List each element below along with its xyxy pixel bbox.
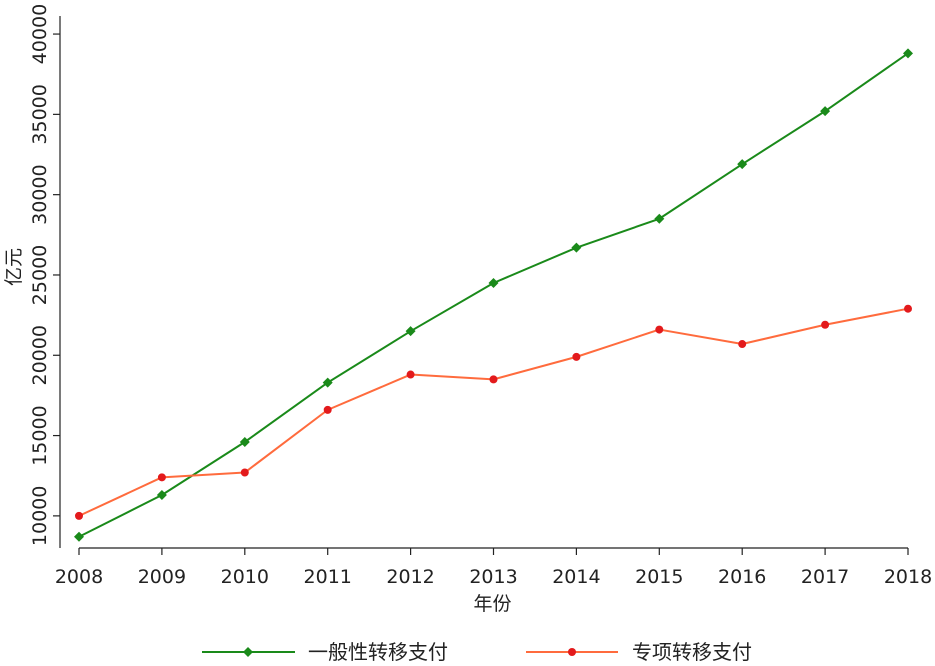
data-point-general-transfer [405, 326, 416, 337]
data-point-general-transfer [322, 377, 333, 388]
y-tick-label: 40000 [29, 4, 51, 64]
data-point-general-transfer [156, 490, 167, 500]
data-point-general-transfer [488, 278, 499, 288]
data-point-general-transfer [903, 48, 913, 59]
data-point-special-transfer [738, 340, 747, 349]
data-point-special-transfer [406, 370, 415, 379]
x-tick-label: 2010 [221, 566, 269, 588]
legend-label-general-transfer: 一般性转移支付 [308, 640, 448, 664]
x-tick-label: 2017 [801, 566, 849, 588]
y-tick-label: 35000 [29, 84, 51, 144]
series-layer [74, 48, 913, 542]
y-ticks: 10000 15000 20000 25000 30000 35000 40000 [29, 4, 60, 546]
data-point-special-transfer [655, 325, 664, 334]
y-tick-label: 25000 [29, 245, 51, 305]
data-point-general-transfer [74, 531, 84, 542]
x-tick-label: 2018 [884, 566, 932, 588]
data-point-general-transfer [820, 106, 831, 117]
x-tick-label: 2015 [635, 566, 683, 588]
y-tick-label: 15000 [29, 405, 51, 465]
legend-label-special-transfer: 专项转移支付 [632, 640, 752, 664]
data-point-special-transfer [821, 320, 830, 329]
data-point-special-transfer [75, 511, 83, 520]
data-point-special-transfer [904, 304, 912, 313]
data-point-special-transfer [240, 468, 249, 477]
y-tick-label: 20000 [29, 325, 51, 385]
legend: 一般性转移支付 专项转移支付 [202, 640, 752, 664]
x-tick-label: 2008 [55, 566, 103, 588]
data-point-special-transfer [489, 375, 498, 384]
x-tick-label: 2009 [138, 566, 186, 588]
x-tick-label: 2016 [718, 566, 766, 588]
legend-marker-special-transfer [568, 648, 576, 656]
series-line-general-transfer [78, 52, 909, 538]
y-axis-label: 亿元 [3, 248, 25, 286]
data-point-special-transfer [157, 473, 166, 482]
data-point-general-transfer [737, 159, 748, 170]
data-point-special-transfer [572, 352, 581, 361]
data-point-general-transfer [571, 242, 582, 253]
data-point-general-transfer [654, 213, 665, 224]
x-ticks: 2008 2009 2010 2011 2012 2013 2014 2015 2016 2017… [55, 548, 932, 588]
data-point-special-transfer [323, 405, 332, 414]
x-tick-label: 2011 [304, 566, 352, 588]
y-tick-label: 10000 [29, 486, 51, 546]
x-tick-label: 2014 [552, 566, 600, 588]
data-point-general-transfer [239, 437, 250, 447]
x-tick-label: 2012 [386, 566, 434, 588]
legend-item-general-transfer: 一般性转移支付 [202, 640, 448, 664]
y-tick-label: 30000 [29, 164, 51, 224]
legend-marker-general-transfer [243, 647, 253, 657]
series-line-special-transfer [78, 307, 909, 517]
axes [59, 16, 908, 549]
x-axis-label: 年份 [473, 593, 511, 615]
x-tick-label: 2013 [469, 566, 517, 588]
legend-item-special-transfer: 专项转移支付 [526, 640, 752, 664]
